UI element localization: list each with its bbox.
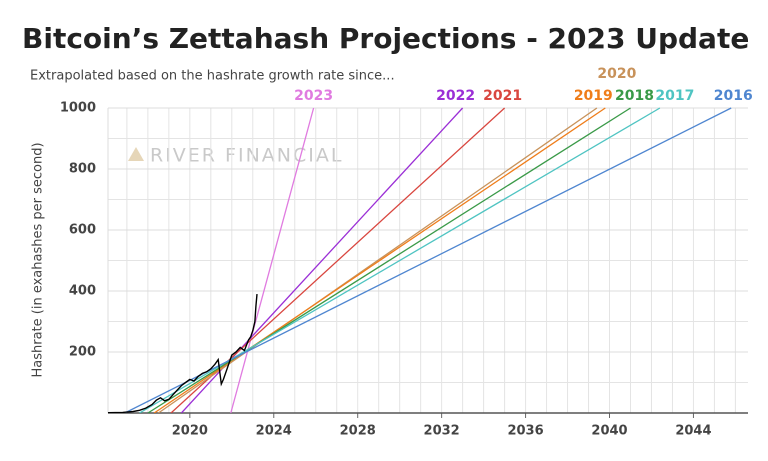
x-tick-label: 2028 xyxy=(340,424,376,439)
chart-title: Bitcoin’s Zettahash Projections - 2023 U… xyxy=(22,22,749,55)
projection-line xyxy=(158,107,598,413)
series-label: 2019 xyxy=(574,88,613,104)
watermark: RIVER FINANCIAL xyxy=(150,145,343,167)
hashrate-line xyxy=(108,294,258,413)
series-label: 2020 xyxy=(597,66,636,82)
series-label: 2018 xyxy=(615,88,654,104)
y-tick-label: 600 xyxy=(69,223,96,238)
watermark-logo xyxy=(128,147,144,161)
projection-line xyxy=(230,107,315,413)
y-tick-label: 1000 xyxy=(60,101,96,116)
chart-subtitle: Extrapolated based on the hashrate growt… xyxy=(30,69,395,84)
series-label: 2023 xyxy=(294,88,333,104)
series-label: 2017 xyxy=(655,88,694,104)
x-tick-label: 2044 xyxy=(675,424,711,439)
y-tick-label: 800 xyxy=(69,162,96,177)
projection-line xyxy=(147,107,631,413)
x-tick-label: 2020 xyxy=(172,424,208,439)
x-tick-label: 2036 xyxy=(507,424,543,439)
x-tick-label: 2040 xyxy=(591,424,627,439)
series-label: 2021 xyxy=(483,88,522,104)
series-label: 2022 xyxy=(436,88,475,104)
x-tick-label: 2024 xyxy=(256,424,292,439)
x-tick-label: 2032 xyxy=(424,424,460,439)
y-tick-label: 200 xyxy=(69,345,96,360)
y-tick-label: 400 xyxy=(69,284,96,299)
y-axis-label: Hashrate (in exahashes per second) xyxy=(31,142,46,377)
series-label: 2016 xyxy=(714,88,753,104)
projection-line xyxy=(124,107,732,413)
